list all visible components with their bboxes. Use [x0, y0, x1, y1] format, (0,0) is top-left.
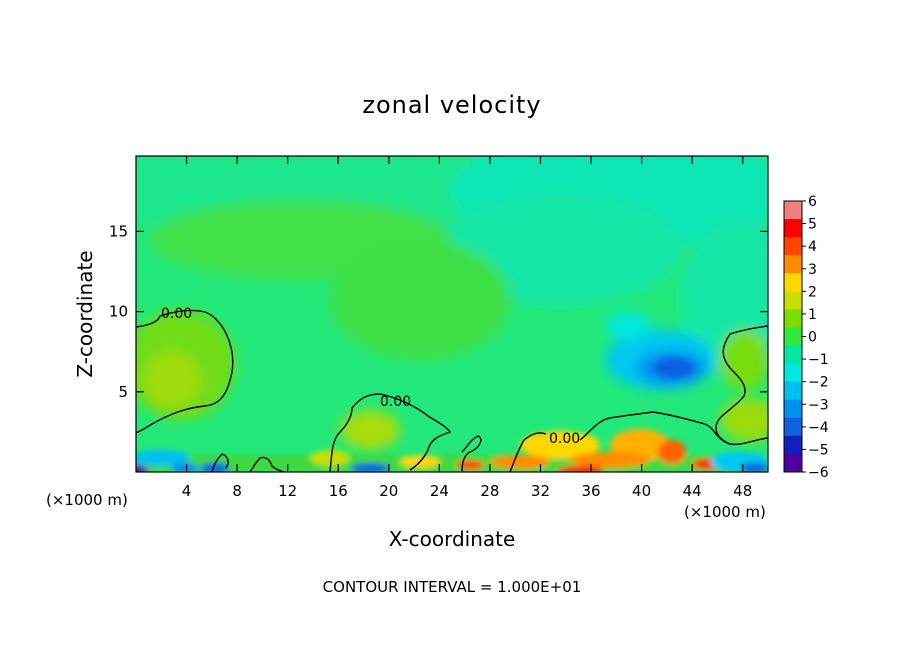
- x-tick-label: 16: [329, 482, 348, 500]
- y-axis-label: Z-coordinate: [73, 250, 97, 377]
- x-tick-label: 8: [232, 482, 242, 500]
- color-bar-swatch: [784, 219, 802, 238]
- color-bar-swatch: [784, 453, 802, 473]
- x-tick-label: 40: [632, 482, 651, 500]
- color-bar: 6 5 4 3 2 1 0 −1 −2 −3 −4 −5 −6: [783, 194, 829, 481]
- x-tick-label: 48: [733, 482, 752, 500]
- color-bar-swatch: [784, 381, 802, 401]
- color-bar-label: 2: [808, 284, 817, 300]
- color-bar-label: 1: [808, 307, 817, 323]
- color-bar-label: −6: [808, 465, 829, 481]
- contour-label-3: 0.00: [549, 431, 580, 447]
- x-tick-label: 44: [683, 482, 702, 500]
- y-tick-label: 15: [109, 222, 128, 240]
- color-bar-label: −3: [808, 397, 829, 413]
- x-tick-label: 20: [379, 482, 398, 500]
- x-tick-label: 12: [278, 482, 297, 500]
- chart-title: zonal velocity: [362, 91, 541, 119]
- contour-field: [136, 156, 768, 472]
- color-bar-label: −5: [808, 442, 829, 458]
- x-tick-label: 32: [531, 482, 550, 500]
- color-bar-swatch: [784, 363, 802, 383]
- color-bar-swatch: [784, 291, 802, 310]
- color-bar-label: 0: [808, 330, 817, 346]
- color-bar-swatch: [784, 309, 802, 328]
- contour-label-1: 0.00: [161, 306, 192, 322]
- color-bar-swatch: [784, 273, 802, 292]
- color-bar-swatch: [784, 255, 802, 274]
- contour-interval-note: CONTOUR INTERVAL = 1.000E+01: [323, 578, 582, 596]
- y-axis-ticks: 5 10 15: [109, 222, 768, 401]
- plot-frame: [135, 155, 769, 473]
- color-bar-label: 3: [808, 262, 817, 278]
- x-unit-right: (×1000 m): [684, 503, 766, 521]
- y-tick-label: 10: [109, 303, 128, 321]
- color-bar-label: 5: [808, 217, 817, 233]
- color-bar-label: 4: [808, 239, 817, 255]
- color-bar-label: 6: [808, 194, 817, 210]
- x-tick-label: 24: [430, 482, 449, 500]
- x-unit-left: (×1000 m): [46, 491, 128, 509]
- color-bar-swatch: [784, 327, 802, 347]
- color-bar-swatch: [784, 417, 802, 437]
- color-bar-label: −1: [808, 352, 829, 368]
- color-bar-swatch: [784, 237, 802, 256]
- color-bar-label: −4: [808, 420, 829, 436]
- color-bar-swatch: [784, 435, 802, 455]
- color-bar-swatch: [784, 399, 802, 419]
- x-tick-label: 4: [182, 482, 192, 500]
- y-tick-label: 5: [118, 383, 128, 401]
- x-axis-label: X-coordinate: [389, 527, 516, 551]
- color-bar-swatch: [784, 345, 802, 365]
- color-bar-swatch: [784, 201, 802, 220]
- x-tick-label: 28: [480, 482, 499, 500]
- x-tick-label: 36: [581, 482, 600, 500]
- x-axis-ticks: 4 8 12 16 20 24 28 32 36 40 44 48: [182, 156, 752, 500]
- color-bar-label: −2: [808, 375, 829, 391]
- contour-label-2: 0.00: [380, 394, 411, 410]
